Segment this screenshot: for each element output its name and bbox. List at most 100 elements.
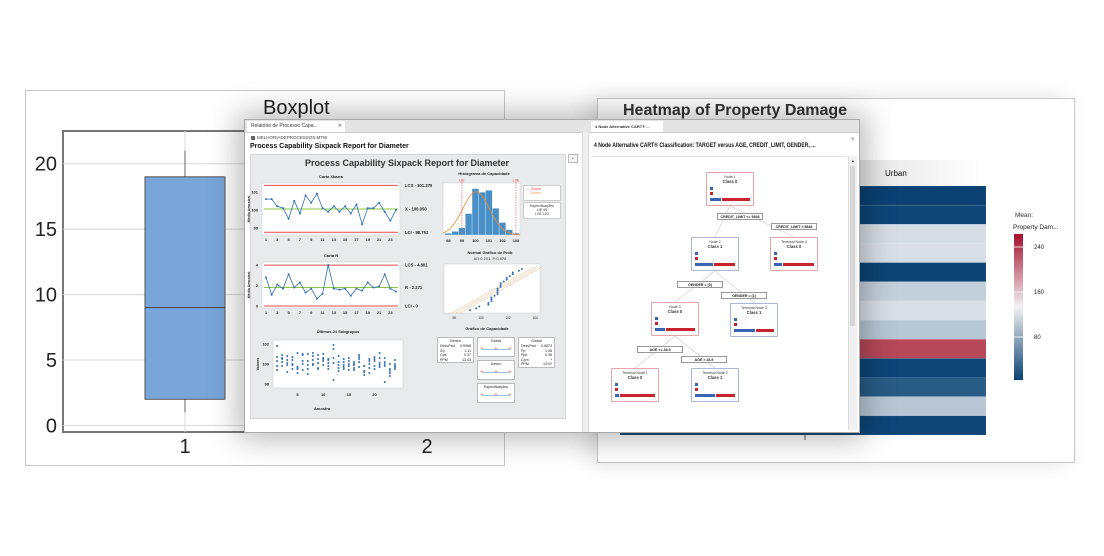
scroll-up-icon[interactable]: ▲ [851, 158, 855, 163]
control-limit-label: R - 2.271 [405, 285, 423, 290]
spec-limit-label: LIE [459, 179, 465, 183]
close-tab-icon[interactable]: ✕ [337, 123, 342, 129]
stat-row: DesvPad 0.9873 [521, 344, 552, 349]
spec-lse: LSE 103 [535, 212, 549, 216]
tree-node[interactable]: Terminal Node 4 Class 0 [770, 237, 818, 271]
stat-row: DesvPad 0.9966 [440, 344, 471, 349]
data-point [322, 360, 325, 362]
data-point [301, 360, 304, 362]
data-point [363, 365, 366, 367]
data-point [327, 368, 330, 370]
data-point [311, 355, 314, 357]
data-point [291, 359, 294, 361]
worksheet-filename[interactable]: MELHORIADEPROCESSOS.MTW [251, 135, 327, 140]
node-title: Terminal Node 3 [741, 306, 767, 310]
column-header [852, 160, 986, 186]
data-point [383, 363, 386, 365]
data-point [337, 364, 340, 366]
class-proportion-bar [615, 393, 655, 397]
data-point [337, 361, 340, 363]
class-proportion-segment [774, 262, 782, 266]
class-swatch [710, 187, 713, 190]
data-point [291, 356, 294, 358]
x-tick-label: 13 [332, 237, 337, 242]
data-point [301, 353, 304, 355]
node-title: Node 3 [669, 305, 681, 309]
data-point [358, 361, 361, 363]
legend-title: Mean: [1015, 212, 1033, 219]
class-proportion-segment [734, 328, 755, 332]
tree-node[interactable]: Terminal Node 1 Class 0 [611, 368, 659, 402]
data-point [342, 364, 345, 366]
spec-marker: + [508, 392, 512, 398]
stat-label: Ppk [521, 353, 528, 357]
tree-node[interactable]: Node 2 Class 1 [691, 237, 739, 271]
data-point [291, 368, 294, 370]
data-point [358, 358, 361, 360]
tree-node[interactable]: Node 3 Class 0 [651, 302, 699, 336]
data-point [265, 276, 267, 279]
vertical-scrollbar[interactable]: ▲ [848, 156, 857, 430]
data-point [395, 290, 397, 293]
tree-node[interactable]: Terminal Node 3 Class 1 [730, 303, 778, 337]
chart-title: Normal Gráfico de Prob [468, 250, 513, 255]
node-class: Class 0 [667, 309, 683, 314]
x-tick-label: 21 [377, 310, 382, 315]
tree-node[interactable]: Terminal Node 2 Class 1 [691, 368, 739, 402]
spec-lie: LIE 99 [536, 208, 548, 212]
data-point [502, 280, 505, 283]
data-point [306, 353, 309, 355]
x-tick-label: 1 [179, 436, 190, 458]
data-point [383, 361, 386, 363]
x-tick-label: 99 [460, 238, 465, 243]
data-point [281, 287, 284, 290]
class-swatch [695, 257, 698, 260]
data-point [394, 363, 396, 365]
tab-cart-report[interactable]: 4 Node Alternative CART® ... [591, 121, 663, 132]
data-point [327, 264, 330, 267]
spec-marker: + [494, 346, 498, 352]
data-point [352, 361, 355, 363]
data-point [511, 271, 514, 274]
class-proportion-segment [755, 328, 774, 332]
chart-title: Heatmap of Property Damage [623, 102, 847, 119]
data-point [322, 357, 325, 359]
x-tick-label: 5 [296, 392, 299, 397]
data-point [349, 294, 352, 297]
data-point [306, 360, 309, 362]
data-point [349, 212, 352, 215]
histogram-bar [478, 191, 486, 236]
dropdown-button[interactable]: ⌄ [568, 154, 578, 163]
histogram-bar [451, 231, 459, 236]
data-point [352, 367, 355, 369]
scrollbar-thumb[interactable] [850, 166, 855, 326]
x-tick-label: 7 [299, 310, 302, 315]
within-stats-box: Dentro DesvPad 0.9966 Cp 1.11 Cpk 0.37 PPM 13.43 [437, 337, 474, 363]
control-limit-label: LCI - 98.751 [405, 230, 429, 235]
x-tick-label: 13 [332, 310, 337, 315]
class-swatch [774, 252, 777, 255]
tab-label: Relatório de Processo Capa... [251, 123, 318, 129]
data-point [337, 367, 340, 369]
data-point [298, 281, 301, 284]
control-limit-label: LCS - 4.801 [405, 263, 428, 268]
filename-text: MELHORIADEPROCESSOS.MTW [257, 135, 328, 140]
stat-value: 0.36 [545, 353, 552, 357]
data-point [378, 364, 381, 366]
data-point [270, 198, 273, 201]
y-tick-label: 98 [265, 382, 270, 387]
stat-value: 1.11 [464, 348, 471, 353]
data-point [310, 287, 313, 290]
pane-splitter[interactable] [582, 132, 589, 432]
y-axis-label: Média Amostral [247, 196, 251, 223]
data-point [287, 273, 290, 276]
tree-edge [729, 205, 795, 238]
data-point [496, 287, 499, 290]
legend-title: Property Dam... [1013, 224, 1059, 231]
data-point [499, 285, 502, 288]
tab-capability-report[interactable]: Relatório de Processo Capa... ✕ [247, 121, 345, 132]
tree-node[interactable]: Node 1 Class 0 [706, 172, 754, 206]
close-icon[interactable]: × [851, 137, 855, 143]
color-scale-label: 80 [1034, 335, 1041, 341]
node-class: Class 1 [707, 244, 723, 249]
